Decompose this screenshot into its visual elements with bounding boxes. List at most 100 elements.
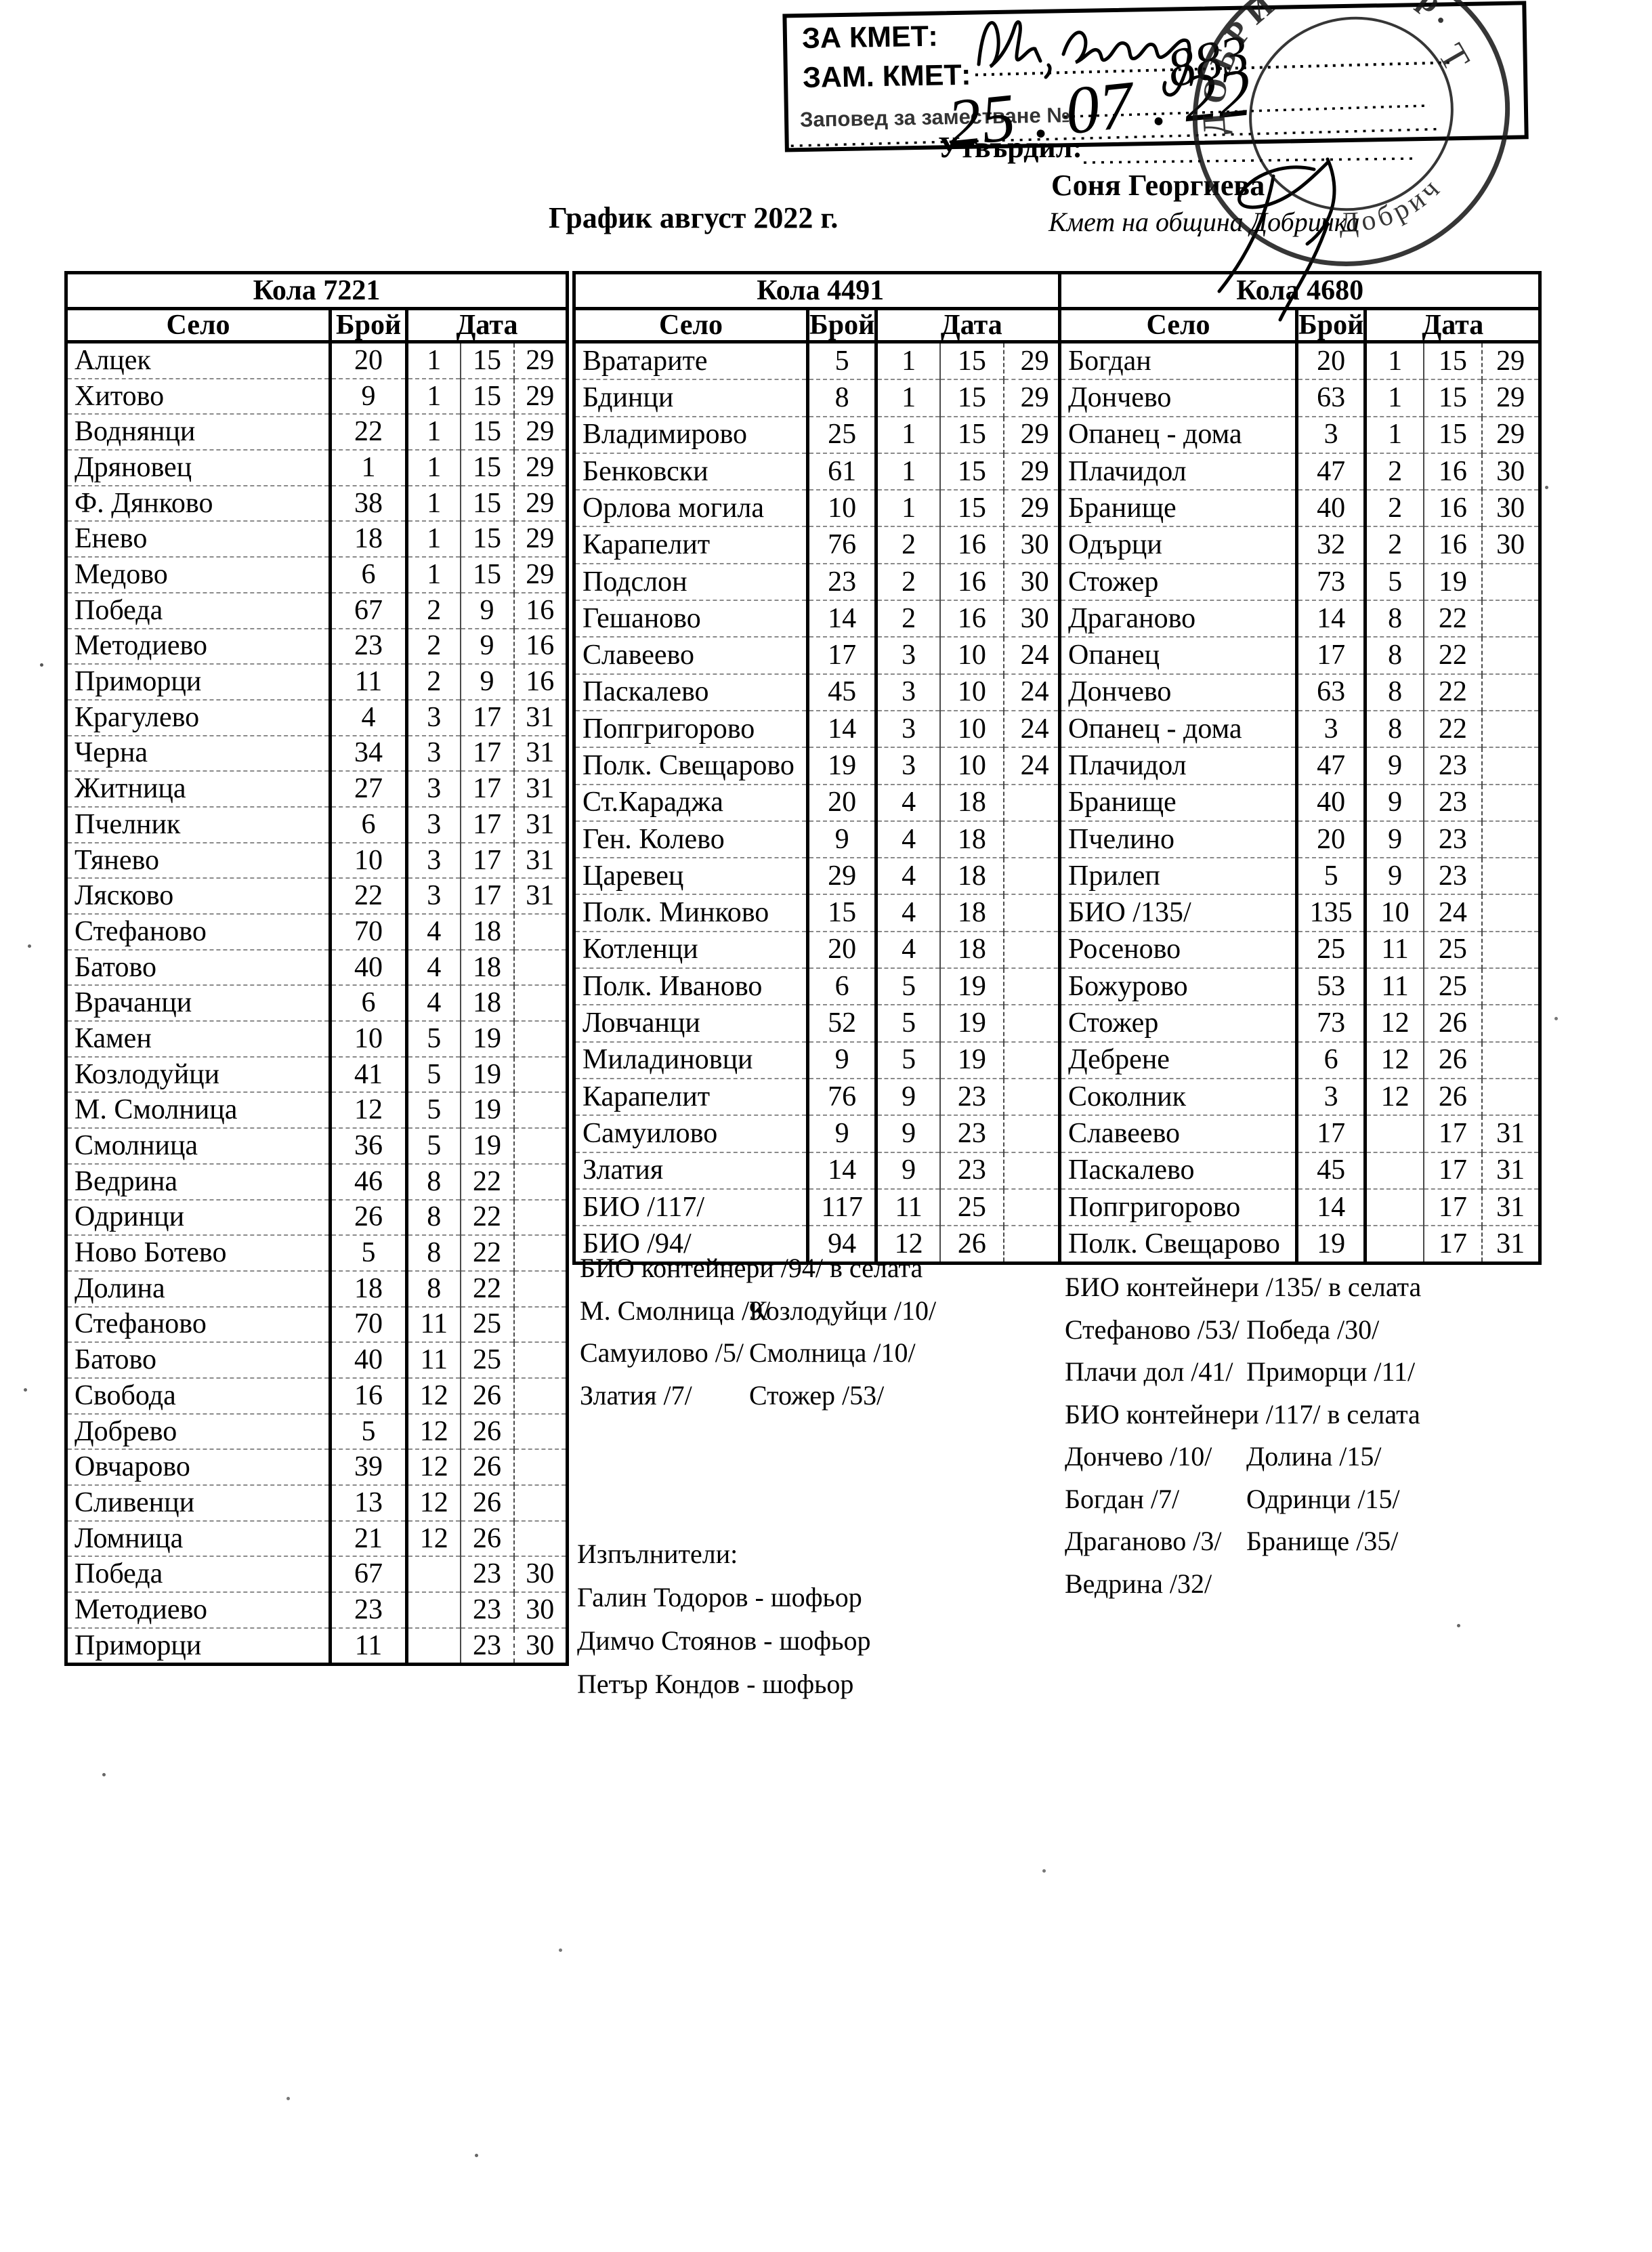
column-header-date: Дата [1365,308,1540,343]
table-row: Плачидол 47 9 23 [1059,747,1540,785]
count-cell: 19 [1296,1225,1368,1264]
count-cell: 20 [1296,820,1368,858]
count-cell: 23 [330,1591,408,1628]
date3-cell: 30 [1003,600,1067,638]
approver-title: Кмет на община Добричка [1049,207,1360,237]
table-row: Прилеп 5 9 23 [1059,857,1540,895]
date1-cell: 1 [406,341,461,379]
date1-cell: 9 [1365,820,1424,858]
date1-cell [1365,1151,1424,1189]
date1-cell: 5 [406,1020,461,1057]
document-title: График август 2022 г. [549,201,839,234]
date2-cell: 15 [460,556,515,593]
date3-cell [513,1341,568,1378]
count-cell: 11 [330,663,408,700]
count-cell: 1 [330,449,408,486]
count-cell: 36 [330,1127,408,1164]
village-cell: Полк. Минково [574,894,809,932]
table-row: Добрево 5 12 26 [66,1413,568,1450]
village-cell: Росеново [1059,930,1298,969]
table-row: Врачанци 6 4 18 [66,984,568,1022]
date2-cell: 22 [460,1234,515,1271]
date3-cell [513,1484,568,1521]
date1-cell: 3 [876,709,941,748]
column-header-date: Дата [406,308,568,343]
date2-cell: 23 [1423,820,1483,858]
village-cell: Одринци [66,1198,332,1236]
date1-cell: 5 [406,1127,461,1164]
table-row: Долина 18 8 22 [66,1270,568,1307]
table-row: М. Смолница 12 5 19 [66,1091,568,1129]
date3-cell: 16 [513,591,568,629]
date2-cell: 18 [939,930,1004,969]
table-row: Ген. Колево 9 4 18 [574,820,1067,858]
date2-cell: 26 [460,1448,515,1485]
date2-cell: 9 [460,627,515,665]
village-cell: Богдан [1059,341,1298,380]
date3-cell [513,1448,568,1485]
date2-cell: 22 [1423,600,1483,638]
date3-cell: 29 [1003,452,1067,491]
table-row: Подслон 23 2 16 30 [574,562,1067,601]
bio-containers-note-135-117: БИО контейнери /135/ в селата Стефаново /… [1065,1271,1647,1623]
note-line: Драганово /3/Бранище /35/ [1065,1525,1398,1557]
date3-cell: 29 [513,341,568,379]
date1-cell: 5 [1365,562,1424,601]
date3-cell: 29 [1003,415,1067,453]
date2-cell: 15 [460,413,515,451]
date1-cell: 1 [1365,341,1424,380]
count-cell: 5 [330,1234,408,1271]
count-cell: 34 [330,734,408,772]
village-cell: Камен [66,1020,332,1057]
date2-cell: 18 [939,857,1004,895]
note-text-right: Долина /15/ [1246,1441,1382,1472]
note-line: БИО контейнери /117/ в селата [1065,1398,1420,1430]
handwritten-order-number: 883 [1162,24,1254,99]
table-title: Кола 4491 [574,272,1067,310]
table-row: Ново Ботево 5 8 22 [66,1234,568,1271]
date2-cell: 17 [460,806,515,843]
table-row: Карапелит 76 2 16 30 [574,526,1067,564]
date1-cell: 12 [1365,1041,1424,1079]
count-cell: 14 [1296,600,1368,638]
date2-cell: 22 [460,1198,515,1236]
date3-cell [513,1091,568,1129]
date3-cell [1481,600,1540,638]
date2-cell: 15 [1423,379,1483,417]
count-cell: 41 [330,1056,408,1093]
date3-cell: 24 [1003,709,1067,748]
village-cell: Паскалево [574,673,809,711]
date3-cell [1003,1188,1067,1226]
date3-cell: 16 [513,663,568,700]
village-cell: Бенковски [574,452,809,491]
village-cell: Лясково [66,877,332,914]
village-cell: Дебрене [1059,1041,1298,1079]
date3-cell [1481,562,1540,601]
date1-cell: 11 [876,1188,941,1226]
count-cell: 73 [1296,1004,1368,1042]
date3-cell [1003,1225,1067,1264]
count-cell: 6 [330,806,408,843]
date1-cell: 1 [406,449,461,486]
date1-cell: 9 [1365,747,1424,785]
village-cell: Приморци [66,1627,332,1665]
date2-cell: 16 [939,562,1004,601]
date2-cell: 17 [460,698,515,736]
table-row: БИО /94/94 12 26 [574,1225,1067,1264]
date1-cell: 8 [1365,709,1424,748]
count-cell: 40 [330,948,408,986]
date1-cell [406,1556,461,1593]
date1-cell: 1 [876,341,941,380]
date3-cell [513,1520,568,1557]
date1-cell: 3 [876,636,941,674]
note-text-left: Стефаново /53/ [1065,1314,1240,1345]
table-row: Котленци 20 4 18 [574,930,1067,969]
note-line: Ведрина /32/ [1065,1568,1212,1600]
date3-cell [513,1413,568,1450]
date3-cell [513,1306,568,1343]
date1-cell: 5 [406,1056,461,1093]
note-line: Самуилово /5/Смолница /10/ [580,1337,916,1369]
count-cell: 63 [1296,379,1368,417]
date3-cell: 31 [1481,1114,1540,1152]
village-cell: Царевец [574,857,809,895]
